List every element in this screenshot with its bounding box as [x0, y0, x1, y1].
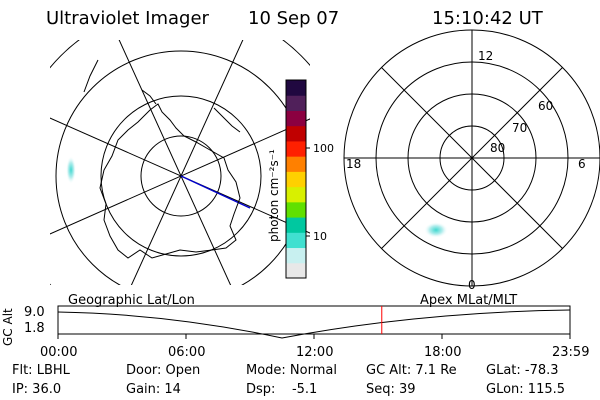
info-gain: Gain: 14: [126, 382, 181, 397]
info-glon: GLon: 115.5: [486, 382, 566, 397]
colorbar-segment: [286, 262, 306, 279]
colorbar-segment: [286, 186, 306, 203]
colorbar-segment: [286, 80, 306, 96]
altitude-strip-frame: [57, 305, 571, 335]
time-label: 15:10:42 UT: [432, 8, 543, 29]
polar-plot-label: Apex MLat/MLT: [420, 293, 518, 308]
strip-xtick-0000: 00:00: [40, 345, 78, 360]
instrument-title: Ultraviolet Imager: [46, 8, 209, 29]
geo-track-line: [180, 175, 251, 209]
colorbar-segment: [286, 156, 306, 172]
info-ip: IP: 36.0: [12, 382, 62, 397]
colorbar-tick-10: 10: [313, 230, 327, 243]
coast-detail: [213, 107, 241, 133]
date-label: 10 Sep 07: [248, 8, 340, 29]
colorbar-segment: [286, 125, 306, 142]
strip-ylabel: GC Alt: [1, 308, 15, 346]
mlt-label-18: 18: [346, 157, 361, 171]
colorbar-segment: [286, 201, 306, 218]
colorbar-segment: [286, 171, 306, 188]
aurora-spot-polar: [424, 222, 448, 238]
colorbar-segment: [286, 140, 306, 157]
aurora-spot-geo: [66, 156, 76, 184]
strip-xtick-1800: 18:00: [424, 345, 462, 360]
info-filter: Flt: LBHL: [12, 363, 70, 378]
strip-xtick-0600: 06:00: [168, 345, 206, 360]
colorbar-segment: [286, 217, 306, 233]
info-mode: Mode: Normal: [246, 363, 337, 378]
altitude-curve: [57, 309, 571, 339]
strip-xtick-1200: 12:00: [296, 345, 334, 360]
colorbar-segment: [286, 232, 306, 249]
geo-lat-circle: [100, 95, 262, 257]
geo-lat-circle: [0, 0, 396, 391]
mlat-label-70: 70: [512, 121, 527, 135]
geo-lat-circle: [140, 135, 222, 217]
mlat-label-80: 80: [490, 141, 505, 155]
info-door: Door: Open: [126, 363, 201, 378]
mlt-label-0: 0: [468, 278, 476, 292]
info-seq: Seq: 39: [366, 382, 416, 397]
geo-map-label: Geographic Lat/Lon: [68, 293, 195, 308]
coast-detail: [141, 89, 157, 105]
colorbar-segment: [286, 110, 306, 127]
info-glat: GLat: -78.3: [486, 363, 559, 378]
mlt-label-6: 6: [578, 157, 586, 171]
mlat-label-60: 60: [538, 99, 553, 113]
antarctica-outline: [99, 103, 241, 259]
coast-detail: [83, 59, 99, 93]
polar-plot: [343, 29, 600, 287]
mlt-label-12: 12: [478, 49, 493, 63]
strip-ytick-9: 9.0: [24, 305, 45, 320]
colorbar: 100 10 photon cm⁻²s⁻¹: [267, 79, 334, 279]
colorbar-tick-100: 100: [313, 142, 334, 155]
colorbar-segment: [286, 95, 306, 111]
strip-ytick-1-8: 1.8: [24, 321, 45, 336]
info-gc-alt: GC Alt: 7.1 Re: [366, 363, 457, 378]
info-dsp: Dsp: -5.1: [246, 382, 318, 397]
altitude-strip: GC Alt: [1, 305, 571, 346]
colorbar-segment: [286, 247, 306, 264]
geo-map: [0, 0, 396, 391]
polar-meridian: [381, 67, 563, 249]
colorbar-unit-label: photon cm⁻²s⁻¹: [267, 149, 281, 242]
strip-xtick-2359: 23:59: [552, 345, 590, 360]
colorbar-frame: [285, 79, 307, 279]
